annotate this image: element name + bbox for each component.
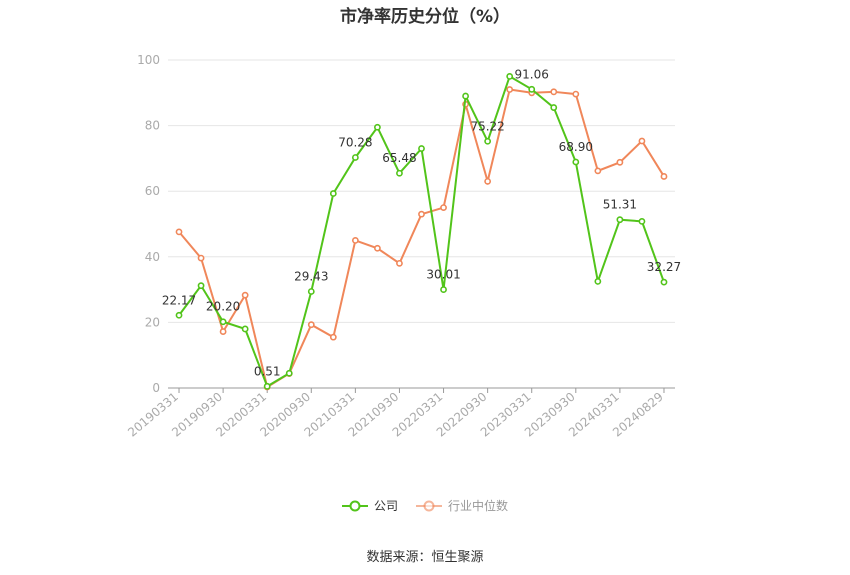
data-point-industry bbox=[660, 173, 668, 180]
y-tick-label: 20 bbox=[145, 315, 160, 329]
chart-title: 市净率历史分位（%） bbox=[339, 7, 511, 27]
data-point-company bbox=[484, 137, 492, 145]
data-point-industry bbox=[594, 167, 602, 175]
data-point-company bbox=[396, 169, 403, 177]
data-point-industry bbox=[351, 236, 359, 244]
data-point-company bbox=[329, 190, 337, 197]
data-point-company bbox=[197, 282, 205, 290]
legend: 公司 行业中位数 bbox=[0, 497, 850, 514]
data-point-industry bbox=[329, 333, 337, 341]
data-point-company bbox=[616, 216, 624, 224]
data-label-company: 22.17 bbox=[162, 293, 196, 307]
data-point-company bbox=[594, 277, 602, 285]
data-point-company bbox=[638, 217, 646, 225]
data-point-company bbox=[506, 73, 514, 80]
data-label-company: 30.01 bbox=[426, 268, 460, 282]
y-tick-label: 60 bbox=[145, 184, 160, 198]
data-point-company bbox=[418, 145, 425, 152]
legend-item-industry[interactable]: 行业中位数 bbox=[416, 497, 508, 514]
data-label-company: 20.20 bbox=[206, 300, 240, 314]
data-point-company bbox=[263, 382, 271, 390]
source-note: 数据来源：恒生聚源 bbox=[366, 550, 484, 565]
data-point-company bbox=[462, 92, 469, 100]
y-tick-label: 80 bbox=[145, 119, 160, 133]
data-label-company: 68.90 bbox=[559, 140, 593, 154]
data-label-company: 32.27 bbox=[647, 260, 681, 274]
data-point-industry bbox=[219, 328, 227, 335]
data-point-industry bbox=[616, 158, 624, 166]
data-point-industry bbox=[484, 177, 492, 185]
data-point-industry bbox=[307, 321, 315, 329]
data-point-company bbox=[528, 85, 536, 93]
y-tick-label: 40 bbox=[145, 250, 160, 264]
data-label-company: 91.06 bbox=[515, 67, 549, 81]
data-point-company bbox=[572, 158, 580, 166]
data-point-company bbox=[660, 278, 668, 286]
data-label-company: 75.22 bbox=[470, 119, 504, 133]
legend-industry-label: 行业中位数 bbox=[448, 499, 509, 513]
data-point-company bbox=[219, 318, 227, 326]
data-label-company: 51.31 bbox=[603, 198, 637, 212]
data-point-industry bbox=[572, 90, 580, 98]
data-point-industry bbox=[175, 228, 183, 236]
data-point-industry bbox=[241, 291, 249, 299]
data-point-company bbox=[241, 325, 249, 333]
legend-item-company[interactable]: 公司 bbox=[341, 497, 398, 514]
data-point-industry bbox=[374, 244, 381, 252]
data-point-company bbox=[440, 286, 447, 293]
data-point-industry bbox=[396, 259, 403, 267]
y-tick-label: 100 bbox=[137, 53, 160, 67]
data-point-industry bbox=[418, 210, 425, 218]
data-point-company bbox=[374, 123, 381, 131]
legend-company-label: 公司 bbox=[373, 499, 398, 513]
legend-industry-marker bbox=[416, 500, 442, 511]
data-label-company: 65.48 bbox=[382, 151, 416, 165]
data-label-company: 29.43 bbox=[294, 269, 328, 283]
data-label-company: 0.51 bbox=[254, 364, 281, 378]
data-point-company bbox=[550, 104, 558, 111]
data-point-industry bbox=[638, 137, 646, 145]
data-point-industry bbox=[440, 204, 447, 211]
series-line-industry bbox=[178, 88, 665, 389]
data-point-company bbox=[285, 369, 293, 377]
y-tick-label: 0 bbox=[152, 381, 160, 395]
series-line-company bbox=[178, 74, 665, 388]
data-point-company bbox=[351, 154, 359, 161]
data-point-company bbox=[307, 288, 315, 295]
data-point-company bbox=[175, 311, 183, 319]
legend-company-marker bbox=[341, 500, 368, 511]
data-label-company: 70.28 bbox=[338, 135, 372, 149]
data-point-industry bbox=[197, 254, 205, 262]
data-point-industry bbox=[506, 86, 514, 93]
data-point-industry bbox=[550, 88, 558, 96]
